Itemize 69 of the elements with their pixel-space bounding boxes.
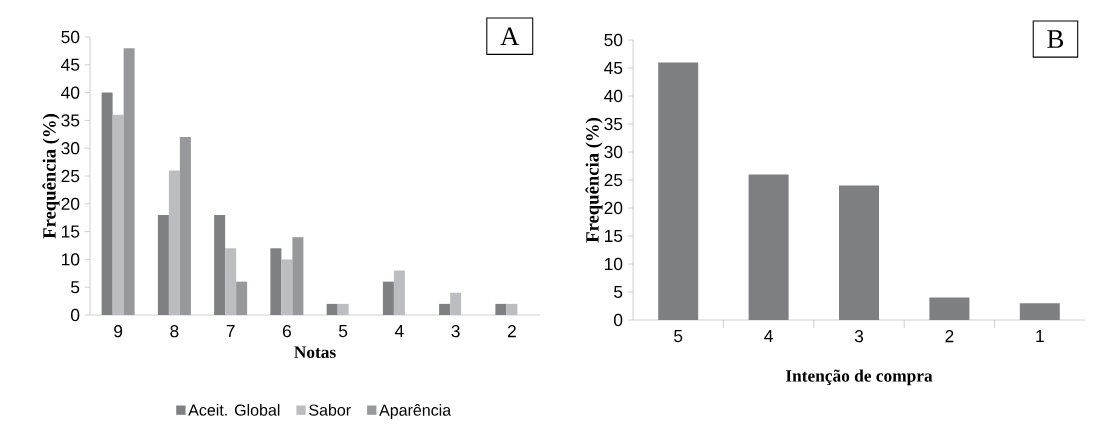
y-tick-label: 0 [613, 313, 623, 327]
x-tick-label: 5 [339, 325, 348, 338]
bar [506, 303, 518, 315]
y-tick-label: 15 [605, 229, 623, 243]
x-tick-label: 4 [394, 325, 404, 337]
bar [179, 137, 191, 315]
y-tick-label: 25 [604, 173, 623, 187]
bar [101, 92, 113, 315]
bar [929, 297, 970, 320]
bar [839, 185, 880, 320]
x-tick-label: 3 [451, 325, 460, 338]
y-tick-label: 10 [62, 253, 80, 266]
bar [748, 174, 789, 320]
bar [157, 214, 169, 315]
legend-label: Aceit. Global [188, 404, 280, 416]
x-tick-label: 4 [764, 330, 773, 342]
y-tick-label: 15 [62, 225, 80, 238]
y-tick-label: 40 [604, 89, 623, 103]
y-tick-label: 35 [61, 114, 80, 127]
y-tick-label: 30 [61, 142, 80, 155]
bar [168, 170, 180, 315]
y-tick-label: 35 [604, 117, 623, 131]
bar [382, 281, 394, 315]
bar [658, 62, 699, 320]
bar [326, 303, 338, 315]
bar [292, 237, 304, 315]
x-tick-label: 3 [854, 330, 864, 343]
x-tick-label: 2 [945, 330, 954, 343]
legend-label: Aparência [379, 404, 452, 419]
x-tick-label: 9 [114, 325, 123, 338]
y-tick-label: 25 [61, 169, 80, 183]
y-axis-title: Frequência (%) [42, 114, 60, 239]
y-tick-label: 45 [61, 58, 80, 71]
y-tick-label: 0 [71, 308, 80, 322]
bar [123, 48, 135, 315]
y-tick-label: 30 [604, 145, 623, 159]
bar [439, 303, 451, 315]
y-tick-label: 40 [61, 86, 80, 99]
y-tick-label: 10 [605, 257, 623, 271]
y-axis-title: Frequência (%) [585, 118, 603, 243]
bar [112, 114, 124, 315]
x-axis-title: Notas [294, 346, 336, 358]
x-tick-label: 7 [226, 325, 235, 337]
x-axis-title: Intenção de compra [785, 369, 933, 386]
y-tick-label: 50 [604, 33, 623, 47]
x-tick-label: 2 [507, 325, 516, 338]
y-tick-label: 5 [71, 281, 80, 294]
bar [236, 281, 248, 315]
x-tick-label: 6 [282, 325, 291, 338]
legend-label: Sabor [309, 404, 351, 416]
x-tick-label: 8 [170, 325, 179, 338]
bar [337, 303, 349, 315]
x-tick-label: 5 [674, 330, 683, 343]
bar [495, 303, 507, 315]
bar [225, 248, 237, 315]
y-tick-label: 50 [61, 30, 80, 44]
bar [393, 270, 405, 315]
bar [1019, 303, 1060, 320]
bar [270, 248, 282, 315]
y-tick-label: 20 [604, 201, 623, 215]
annotation: A [500, 27, 520, 46]
bar [214, 214, 226, 315]
bar [450, 292, 462, 315]
y-tick-label: 5 [614, 285, 623, 299]
x-tick-label: 1 [1036, 330, 1044, 342]
y-tick-label: 45 [604, 61, 623, 75]
bar [281, 259, 293, 315]
annotation: B [1047, 30, 1064, 48]
y-tick-label: 20 [61, 197, 80, 210]
